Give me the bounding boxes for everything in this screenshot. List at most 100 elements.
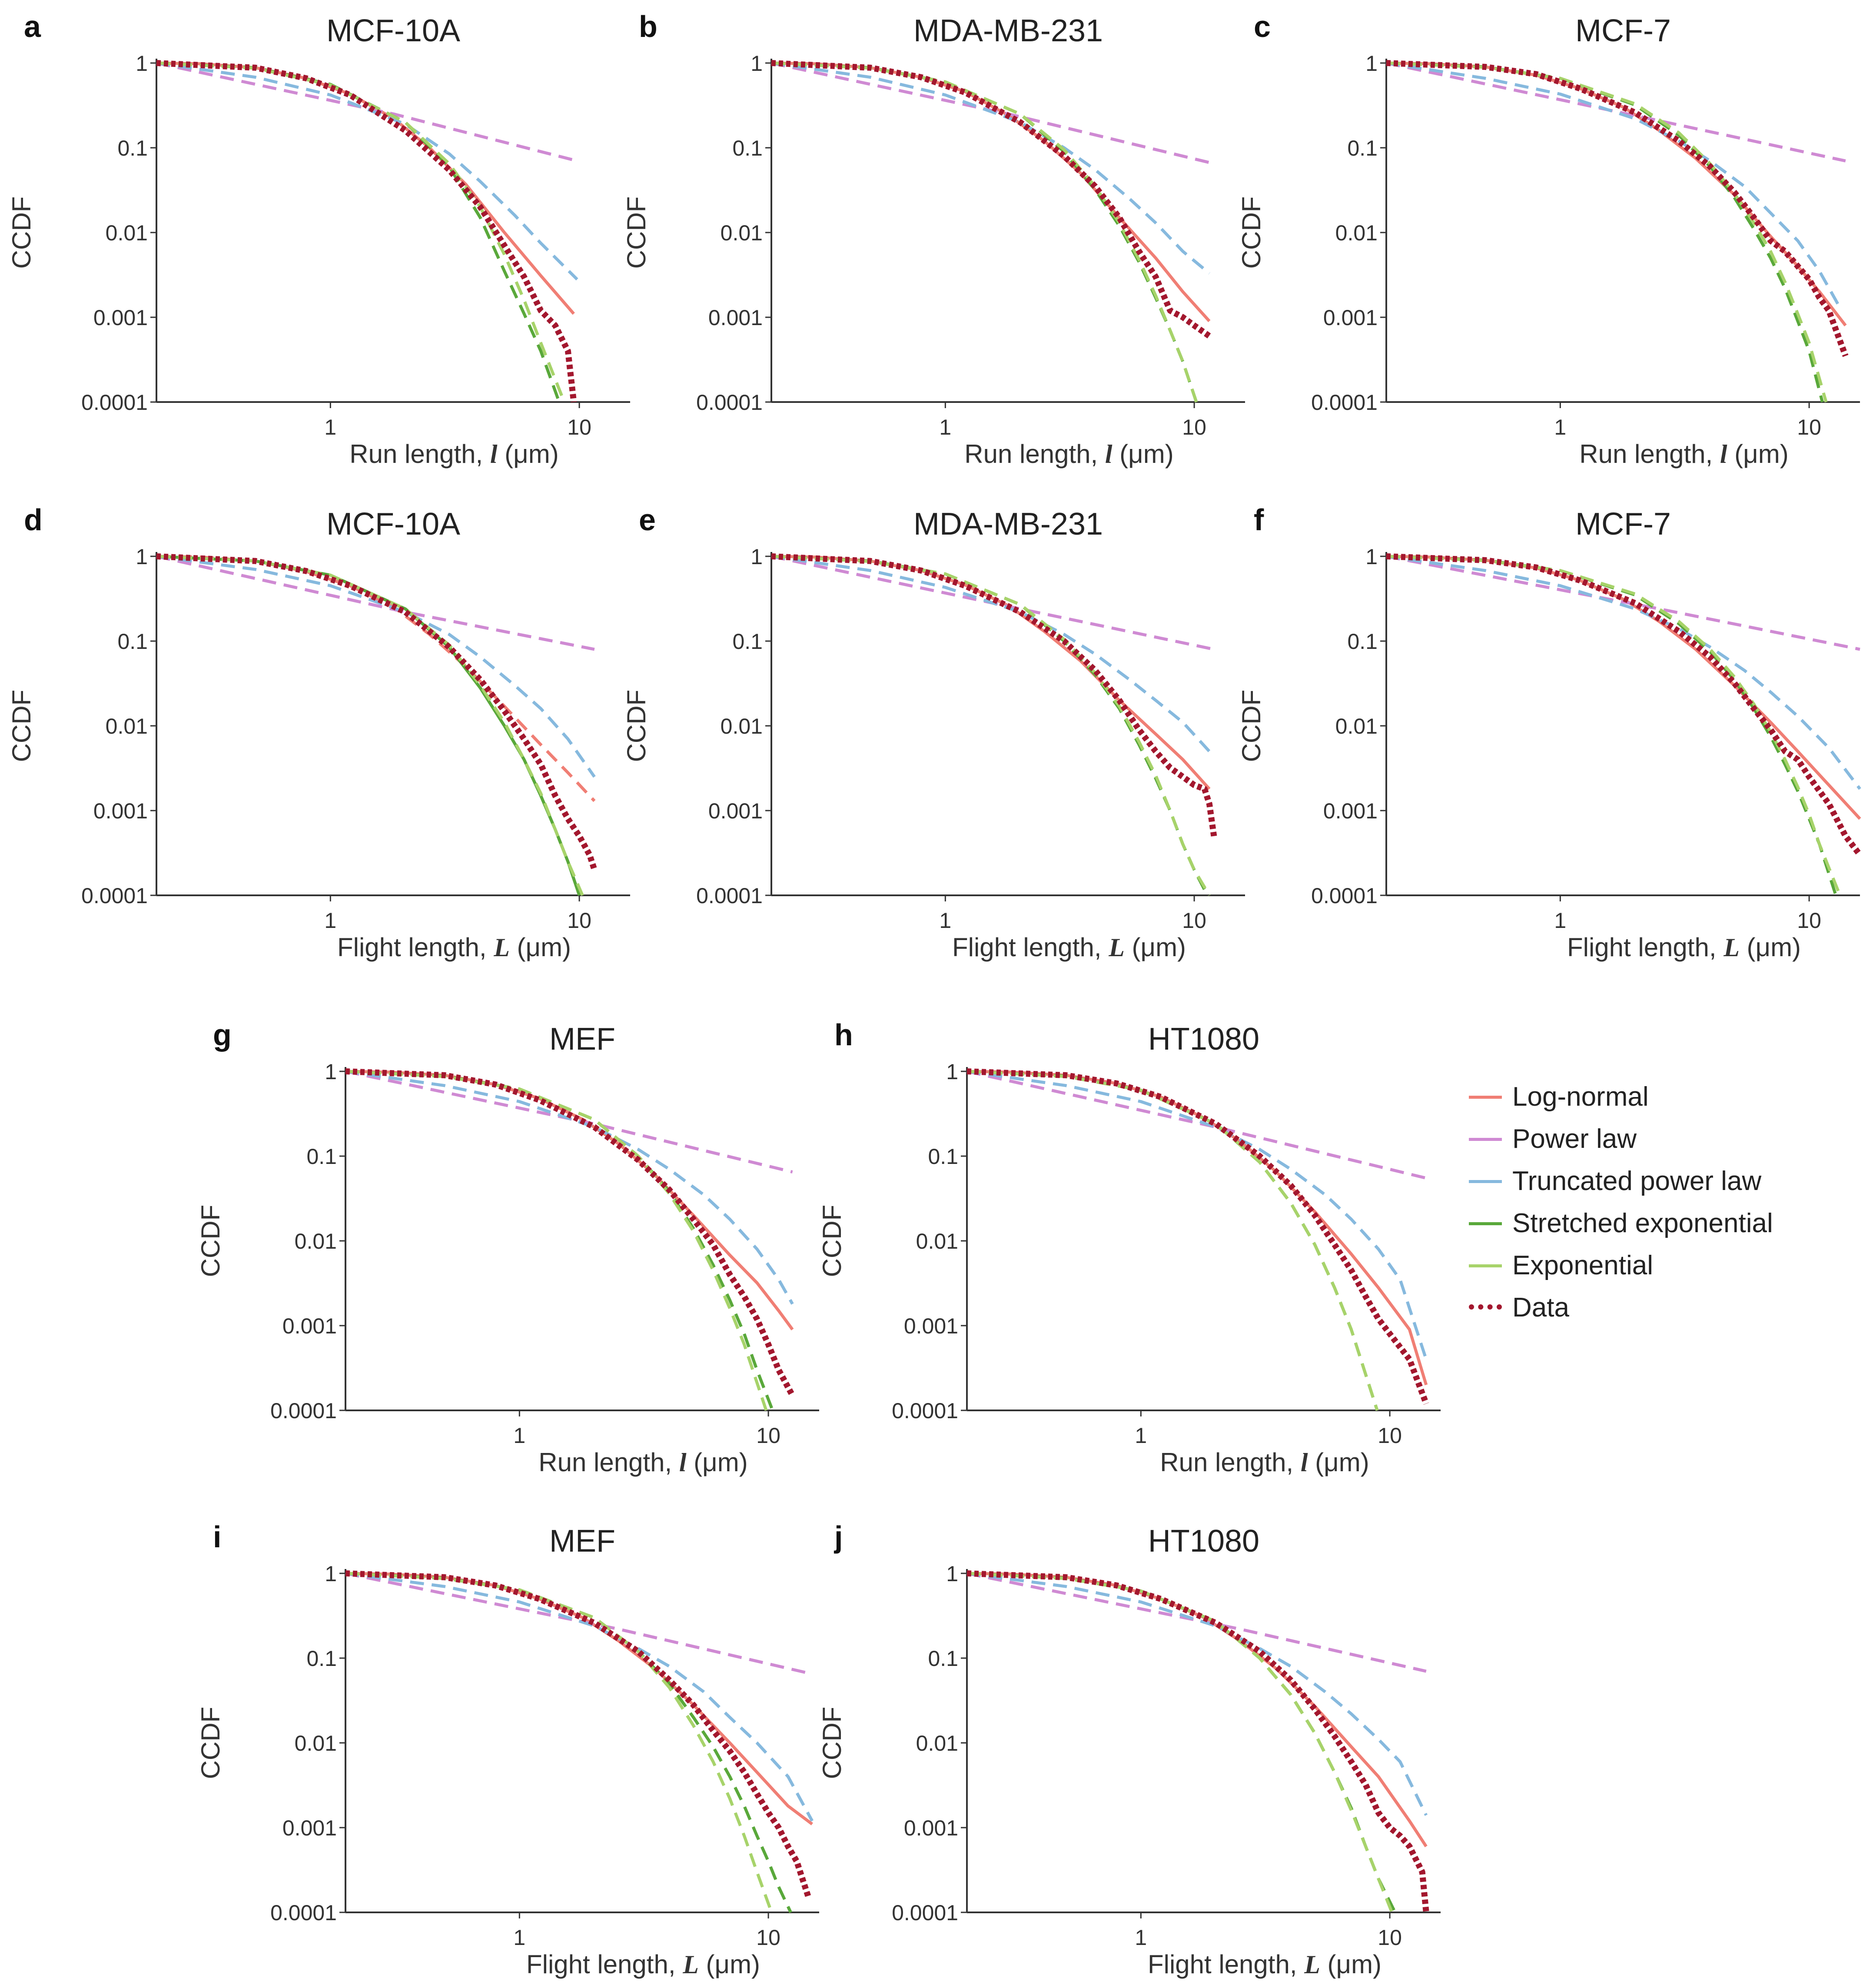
x-tick-label: 1	[324, 415, 336, 439]
panel-letter: c	[1254, 10, 1271, 43]
legend-swatch	[1469, 1096, 1502, 1099]
x-tick-label: 10	[1182, 908, 1206, 933]
series-power-law	[345, 1070, 793, 1174]
panel-letter: j	[834, 1520, 843, 1554]
y-tick-label: 0.0001	[270, 1399, 337, 1423]
legend-item-data: Data	[1469, 1289, 1860, 1331]
panel-letter: i	[213, 1520, 221, 1554]
y-tick-label: 0.0001	[81, 884, 148, 908]
chart-title: MCF-7	[1575, 13, 1671, 48]
x-axis-label: Flight length, L (μm)	[1567, 933, 1801, 962]
chart-title: HT1080	[1148, 1022, 1259, 1057]
y-tick-label: 0.01	[295, 1229, 337, 1253]
y-tick-label: 1	[751, 51, 763, 76]
y-tick-label: 0.001	[282, 1314, 337, 1338]
legend-label: Stretched exponential	[1512, 1208, 1773, 1238]
y-axis-label: CCDF	[196, 1205, 225, 1277]
x-tick-label: 10	[1378, 1925, 1402, 1950]
series-truncated-power-law	[1386, 555, 1861, 790]
series-data	[966, 1068, 1429, 1405]
y-tick-label: 0.01	[106, 221, 148, 245]
series-log-normal	[156, 555, 596, 802]
y-tick-label: 0.001	[1323, 306, 1378, 330]
legend-item-stretched-exponential: Stretched exponential	[1469, 1204, 1860, 1247]
y-axis-label: CCDF	[817, 1205, 847, 1277]
legend-item-power-law: Power law	[1469, 1120, 1860, 1162]
y-tick-label: 0.0001	[81, 390, 148, 415]
series-data	[156, 553, 598, 871]
x-axis-label: Flight length, L (μm)	[526, 1950, 760, 1979]
y-axis-label: CCDF	[817, 1707, 847, 1779]
series-exponential	[156, 61, 566, 403]
series-data	[1386, 553, 1863, 857]
panel-letter: b	[639, 10, 658, 43]
chart-panel-i: i MEF 1 0.1 0.01 0.001 0.0001 1 10 CCDF Flight len…	[196, 1520, 819, 1979]
y-tick-label: 0.1	[117, 136, 148, 160]
legend-item-truncated-power-law: Truncated power law	[1469, 1162, 1860, 1204]
panel-letter: a	[24, 10, 41, 43]
y-tick-label: 0.0001	[1311, 390, 1378, 415]
y-tick-label: 0.0001	[696, 390, 763, 415]
series-power-law	[1386, 555, 1860, 651]
panel-letter: g	[213, 1018, 232, 1052]
x-tick-label: 10	[1797, 415, 1821, 439]
x-tick-label: 1	[939, 415, 951, 439]
y-tick-label: 1	[136, 51, 148, 76]
chart-title: MDA-MB-231	[913, 507, 1103, 542]
chart-title: MCF-10A	[326, 13, 460, 48]
chart-title: MEF	[549, 1022, 615, 1057]
y-tick-label: 1	[946, 1562, 958, 1586]
series-stretched-exponential	[1386, 555, 1837, 896]
legend-item-log-normal: Log-normal	[1469, 1078, 1860, 1120]
series-exponential	[156, 555, 584, 896]
series-stretched-exponential	[966, 1070, 1379, 1411]
series-log-normal	[345, 1572, 814, 1825]
x-tick-label: 10	[567, 415, 591, 439]
y-tick-label: 0.01	[916, 1731, 958, 1755]
y-tick-label: 0.1	[306, 1144, 337, 1169]
series-exponential	[345, 1070, 768, 1411]
legend-label: Truncated power law	[1512, 1166, 1762, 1196]
y-tick-label: 0.1	[1347, 136, 1378, 160]
y-axis-label: CCDF	[196, 1707, 225, 1779]
series-truncated-power-law	[156, 555, 596, 778]
panel-letter: h	[834, 1018, 853, 1052]
series-power-law	[156, 61, 578, 163]
y-tick-label: 0.001	[93, 306, 148, 330]
y-tick-label: 0.01	[1335, 221, 1378, 245]
y-tick-label: 0.01	[721, 221, 763, 245]
series-data	[771, 60, 1211, 339]
y-tick-label: 0.1	[1347, 629, 1378, 654]
y-tick-label: 0.001	[708, 799, 763, 823]
series-data	[345, 1068, 795, 1397]
y-tick-label: 0.0001	[1311, 884, 1378, 908]
x-tick-label: 10	[1378, 1423, 1402, 1448]
chart-panel-b: b MDA-MB-231 1 0.1 0.01 0.001 0.0001 1 10 CCDF Run…	[622, 10, 1245, 469]
y-tick-label: 0.001	[93, 799, 148, 823]
y-axis-label: CCDF	[7, 690, 36, 762]
series-data	[966, 1570, 1429, 1913]
series-stretched-exponential	[345, 1070, 774, 1411]
chart-panel-g: g MEF 1 0.1 0.01 0.001 0.0001 1 10 CCDF Run length…	[196, 1018, 819, 1477]
y-tick-label: 0.001	[1323, 799, 1378, 823]
y-tick-label: 1	[325, 1060, 337, 1084]
legend-label: Data	[1512, 1293, 1569, 1323]
series-truncated-power-law	[345, 1572, 814, 1822]
series-log-normal	[156, 61, 575, 315]
series-stretched-exponential	[1386, 61, 1824, 402]
chart-title: MEF	[549, 1524, 615, 1559]
x-tick-label: 10	[567, 908, 591, 933]
chart-title: MCF-10A	[326, 507, 460, 542]
y-tick-label: 0.1	[928, 1144, 958, 1169]
series-exponential	[1386, 61, 1828, 402]
y-axis-label: CCDF	[1237, 690, 1266, 762]
series-exponential	[966, 1070, 1379, 1411]
chart-title: MCF-7	[1575, 507, 1671, 542]
x-tick-label: 1	[1135, 1925, 1147, 1950]
x-axis-label: Run length, l (μm)	[1579, 439, 1788, 469]
y-tick-label: 0.001	[904, 1816, 958, 1840]
y-tick-label: 1	[136, 545, 148, 569]
series-data	[156, 60, 577, 402]
y-tick-label: 1	[1365, 51, 1378, 76]
